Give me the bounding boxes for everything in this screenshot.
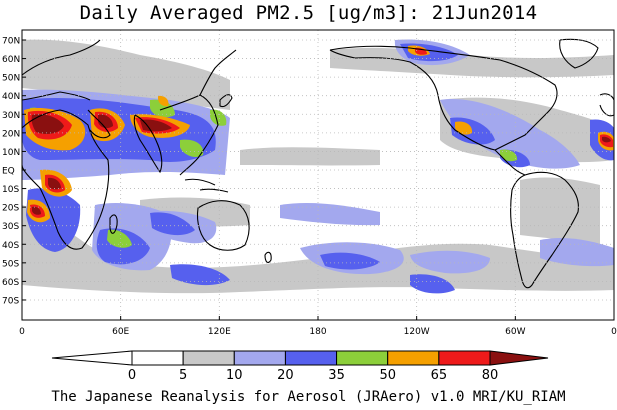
latitude-label: 30N — [2, 111, 20, 121]
colorbar-tick-label: 20 — [277, 368, 294, 383]
colorbar-tick-label: 10 — [226, 368, 243, 383]
latitude-label: 70N — [2, 37, 20, 47]
longitude-label: 120E — [208, 327, 231, 337]
latitude-label: 20S — [2, 204, 19, 214]
coast-arabia — [87, 109, 111, 139]
latitude-label: 70S — [2, 296, 19, 306]
graticule — [22, 30, 614, 320]
colorbar-box — [336, 350, 389, 366]
colorbar-tick-label: 80 — [482, 368, 499, 383]
latitude-label: 60S — [2, 278, 19, 288]
coast-south-america — [510, 171, 579, 289]
colorbar-box — [387, 350, 440, 366]
longitude-label: 120W — [404, 327, 430, 337]
coast-europe — [21, 39, 101, 101]
credit-line: The Japanese Reanalysis for Aerosol (JRA… — [51, 389, 566, 405]
longitude-axis: 0 60E 120E 180 120W 60W 0 — [19, 316, 617, 337]
latitude-label: 30S — [2, 222, 19, 232]
pm25-field-layer — [22, 39, 614, 294]
colorbar-under-arrow — [51, 350, 133, 366]
colorbar: 0 5 10 20 35 50 65 80 — [51, 350, 549, 383]
map-title: Daily Averaged PM2.5 [ug/m3]: 21Jun2014 — [79, 2, 538, 24]
latitude-axis: 70N 60N 50N 40N 30N 20N 10N EQ 10S 20S 30S 40S 50S 60… — [2, 37, 26, 306]
coast-japan — [219, 94, 233, 108]
coast-madagascar — [109, 214, 118, 234]
longitude-label: 0 — [611, 327, 617, 337]
colorbar-box — [284, 350, 338, 366]
coast-north-america — [329, 45, 558, 151]
latitude-label: 60N — [2, 55, 20, 65]
colorbar-box — [438, 350, 491, 366]
coast-asia-east — [159, 49, 237, 176]
latitude-label: 50N — [2, 74, 20, 84]
longitude-label: 60E — [112, 327, 129, 337]
latitude-label: 10S — [2, 185, 19, 195]
longitude-label: 60W — [505, 327, 525, 337]
colorbar-box — [182, 350, 235, 366]
colorbar-tick-label: 50 — [379, 368, 396, 383]
coast-southeast-asia-islands — [184, 178, 229, 193]
coast-australia — [196, 200, 250, 251]
latitude-label: 10N — [2, 148, 20, 158]
colorbar-tick-label: 65 — [431, 368, 448, 383]
coast-africa — [21, 109, 110, 250]
latitude-label: EQ — [2, 166, 15, 176]
pm25-band-green — [30, 99, 518, 248]
latitude-label: 40S — [2, 241, 19, 251]
coast-central-america — [494, 149, 526, 176]
coast-new-zealand — [264, 251, 272, 264]
coastline-layer — [21, 38, 615, 289]
latitude-label: 40N — [2, 92, 20, 102]
colorbar-tick-label: 5 — [179, 368, 187, 383]
colorbar-box — [131, 350, 184, 366]
longitude-label: 180 — [309, 327, 326, 337]
colorbar-box — [233, 350, 286, 366]
longitude-label: 0 — [19, 327, 25, 337]
latitude-label: 20N — [2, 129, 20, 139]
colorbar-over-arrow — [489, 350, 549, 366]
coast-india — [133, 114, 163, 174]
coast-greenland — [559, 38, 599, 69]
latitude-label: 50S — [2, 259, 19, 269]
colorbar-tick-label: 35 — [328, 368, 345, 383]
colorbar-tick-label: 0 — [128, 368, 136, 383]
